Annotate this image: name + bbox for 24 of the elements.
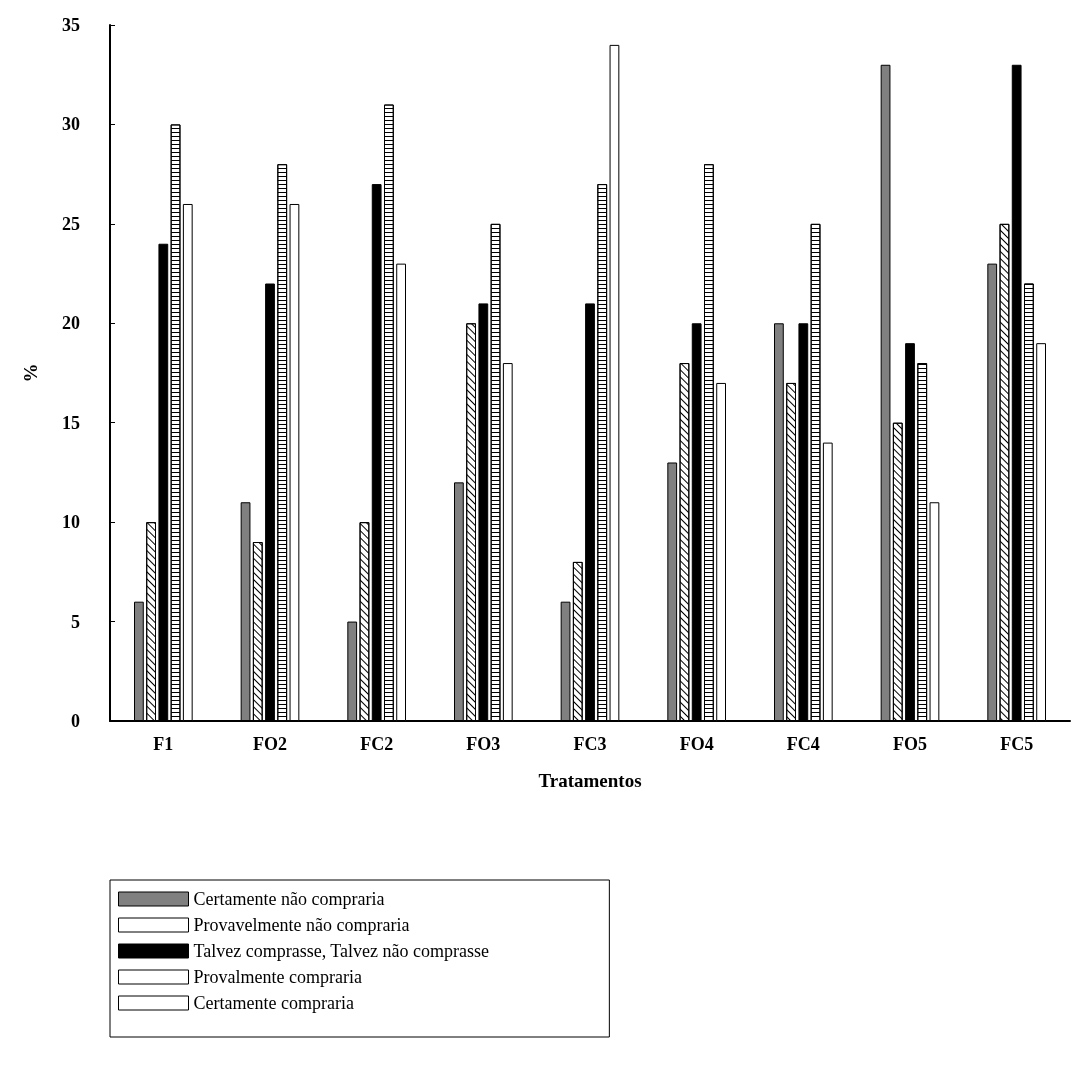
y-tick-label: 0 — [71, 711, 80, 731]
legend-label: Provalmente compraria — [193, 967, 362, 987]
y-tick-label: 5 — [71, 611, 80, 632]
x-tick-label: FO4 — [679, 734, 714, 754]
x-tick-label: FC5 — [1000, 734, 1034, 754]
legend-label: Provavelmente não compraria — [193, 915, 410, 935]
x-tick-label: F1 — [153, 734, 174, 754]
legend-label: Certamente compraria — [193, 993, 354, 1013]
y-axis-title: % — [20, 363, 41, 383]
y-tick-label: 35 — [62, 15, 80, 35]
legend-label: Certamente não compraria — [193, 889, 385, 909]
x-tick-label: FC4 — [786, 734, 820, 754]
x-tick-label: FC3 — [573, 734, 607, 754]
y-tick-label: 10 — [62, 512, 80, 533]
x-tick-label: FO2 — [253, 734, 287, 754]
x-tick-label: FC2 — [360, 734, 394, 754]
y-tick-label: 15 — [62, 412, 80, 433]
legend-label: Talvez comprasse, Talvez não comprasse — [193, 941, 490, 961]
y-tick-label: 20 — [62, 313, 80, 334]
y-tick-label: 30 — [62, 114, 80, 135]
y-tick-label: 25 — [62, 213, 80, 234]
x-tick-label: FO3 — [466, 734, 501, 754]
x-tick-label: FO5 — [893, 734, 927, 754]
x-axis-title: Tratamentos — [538, 770, 642, 791]
